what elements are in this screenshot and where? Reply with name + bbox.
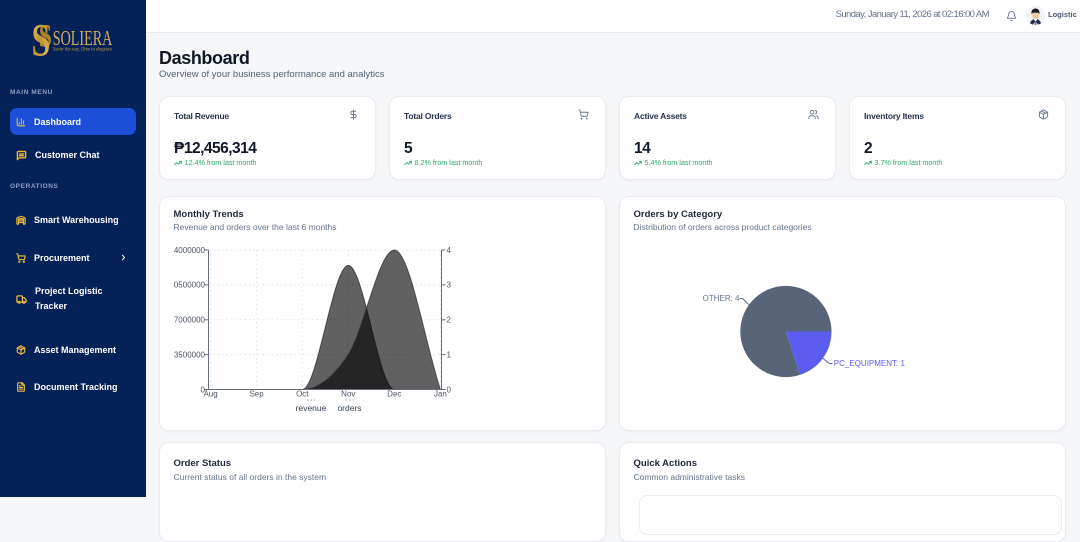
svg-text:Savor the stay, Dine in elegan: Savor the stay, Dine in elegance (53, 48, 113, 53)
svg-text:Dec: Dec (387, 390, 401, 399)
svg-text:PC_EQUIPMENT: 1: PC_EQUIPMENT: 1 (834, 359, 906, 368)
svg-text:Oct: Oct (296, 390, 309, 399)
svg-text:S: S (39, 18, 52, 55)
svg-text:4: 4 (447, 246, 452, 255)
svg-text:Jan: Jan (434, 390, 447, 399)
svg-text:3: 3 (447, 281, 452, 290)
svg-text:4000000: 4000000 (174, 246, 206, 255)
svg-text:0: 0 (447, 385, 452, 394)
svg-text:S: S (32, 14, 51, 66)
svg-text:1: 1 (447, 350, 452, 359)
svg-text:2: 2 (447, 316, 452, 325)
svg-text:0: 0 (201, 385, 206, 394)
svg-text:OTHER: 4: OTHER: 4 (703, 294, 740, 303)
svg-text:3500000: 3500000 (174, 350, 206, 359)
svg-text:Nov: Nov (341, 390, 355, 399)
svg-text:SOLIERA: SOLIERA (53, 26, 113, 50)
svg-text:0500000: 0500000 (174, 281, 206, 290)
svg-text:revenue: revenue (296, 403, 327, 413)
svg-text:orders: orders (337, 403, 361, 413)
svg-text:Aug: Aug (203, 390, 217, 399)
svg-text:Sep: Sep (249, 390, 264, 399)
svg-text:7000000: 7000000 (174, 316, 206, 325)
